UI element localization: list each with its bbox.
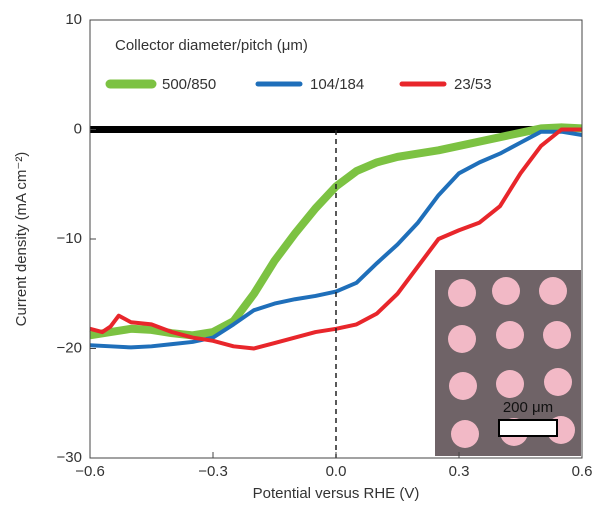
x-tick-label: 0.3 [449,463,470,480]
x-tick-label: −0.6 [75,463,105,480]
x-axis-label: Potential versus RHE (V) [253,485,420,502]
x-tick-label: 0.0 [326,463,347,480]
legend-title: Collector diameter/pitch (μm) [115,37,308,54]
x-tick-label: 0.6 [572,463,593,480]
x-tick-label: −0.3 [198,463,228,480]
legend-label: 23/53 [454,76,492,93]
y-tick-label: −20 [57,339,82,356]
y-tick-label: 10 [65,11,82,28]
inset-image [435,270,581,456]
chart: Collector diameter/pitch (μm) Potential … [0,0,594,508]
inset-scale-label: 200 μm [503,399,553,416]
y-axis-label: Current density (mA cm⁻²) [13,152,30,327]
legend-label: 500/850 [162,76,216,93]
y-tick-label: 0 [74,120,82,137]
legend-label: 104/184 [310,76,364,93]
y-tick-label: −10 [57,230,82,247]
